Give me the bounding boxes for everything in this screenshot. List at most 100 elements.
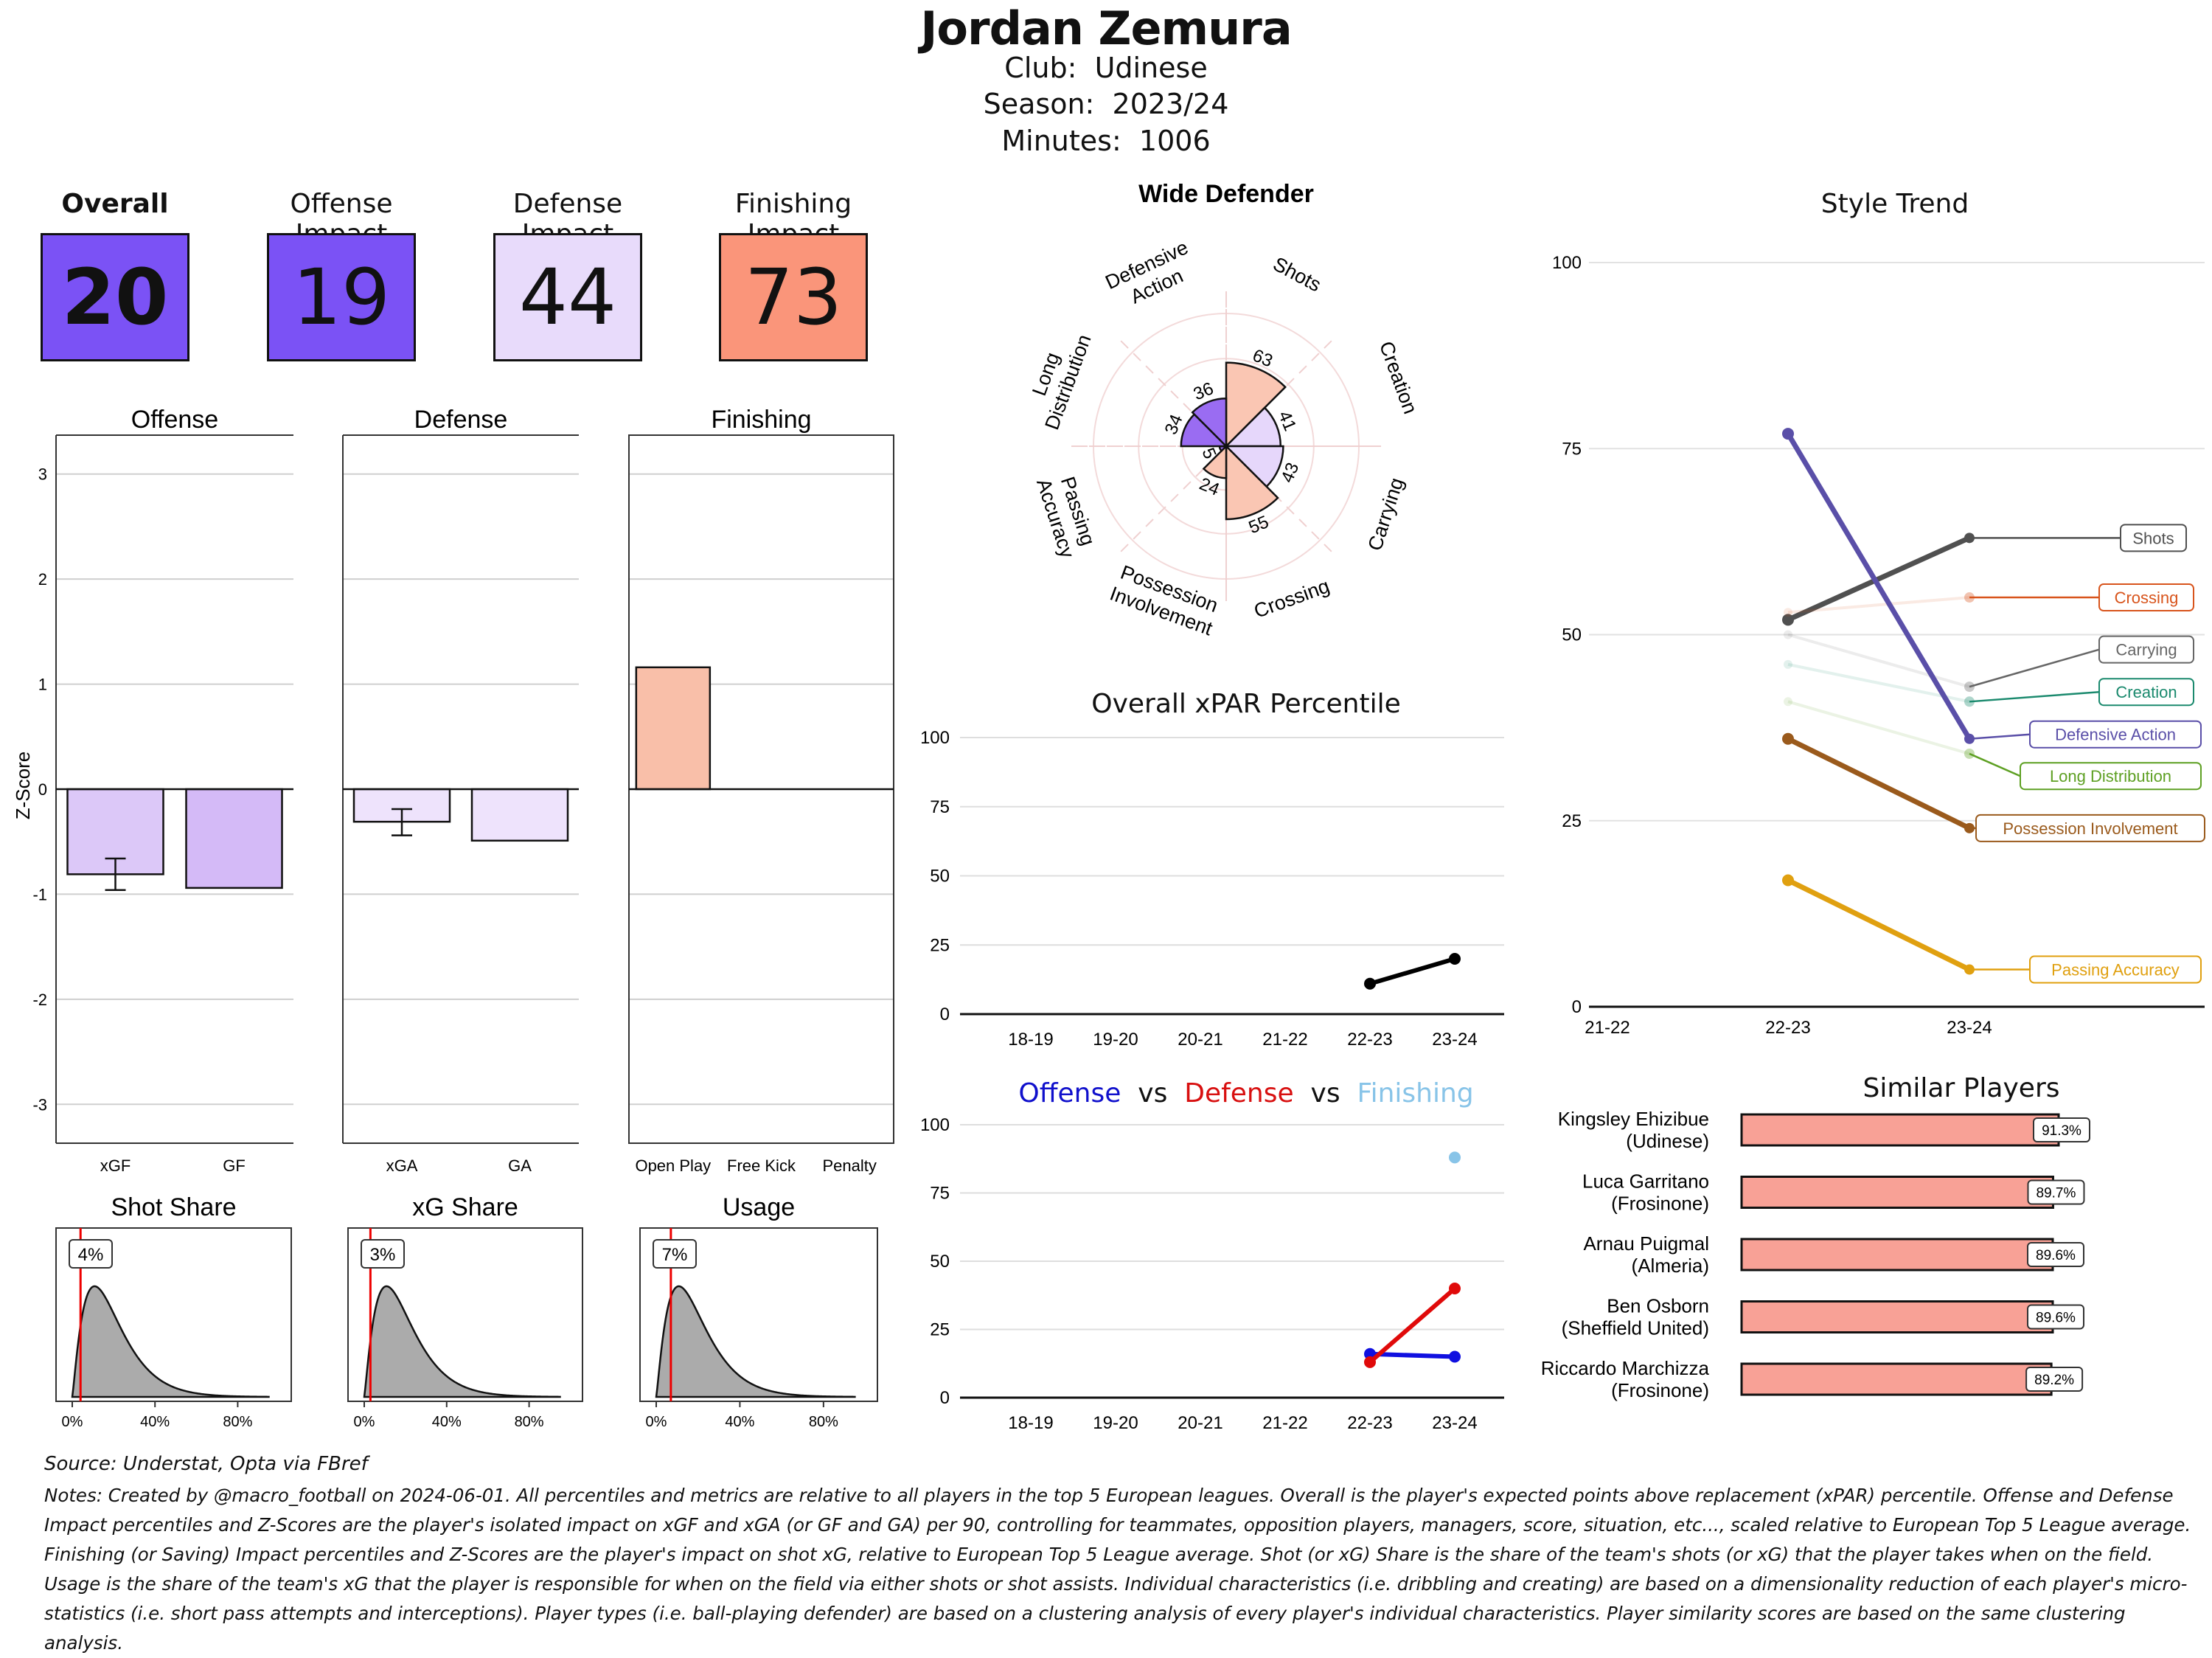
- series-point: [1449, 953, 1461, 965]
- share-panel-title: Usage: [723, 1193, 795, 1221]
- style-line: [1787, 535, 1971, 622]
- style-label: Passing Accuracy: [2051, 961, 2180, 979]
- xtick: 21-22: [1262, 1030, 1307, 1047]
- similar-player-name: Luca Garritano (Frosinone): [1582, 1170, 1709, 1215]
- style-point: [1784, 608, 1792, 617]
- style-label-box: [2098, 635, 2194, 664]
- style-label-box: [2098, 678, 2194, 707]
- share-density: [71, 1285, 270, 1398]
- style-label: Carrying: [2115, 641, 2177, 659]
- radar-wedge: [1225, 361, 1287, 449]
- similar-player-line: Riccardo Marchizza: [1541, 1357, 1710, 1379]
- xpar-chart: 0 25 50 75 100 18-19 19-20 20-21 21-22 22-23 23-24: [922, 728, 1504, 1047]
- share-xtick: 40%: [725, 1414, 754, 1430]
- zscore-yaxis: -3 -2 -1 0 1 2 3: [32, 465, 47, 1114]
- radar-wedge: [1191, 397, 1228, 449]
- similar-player-club: (Sheffield United): [1562, 1317, 1709, 1339]
- xtick: 21-22: [1585, 1018, 1630, 1038]
- radar-category-word: Creation: [1375, 339, 1422, 417]
- xtick: 23-24: [1432, 1030, 1477, 1047]
- zscore-panel-defense: Defense xGA GA: [342, 406, 579, 1175]
- similar-bar: [1740, 1113, 2060, 1147]
- radar-wedge: [1225, 443, 1279, 521]
- style-point: [1964, 748, 1975, 759]
- radar-chart: Wide Defender 63Shots41Creation43Carryin…: [1028, 180, 1422, 640]
- similar-player-line: Luca Garritano: [1582, 1170, 1709, 1193]
- minutes-label: Minutes:: [1001, 125, 1121, 157]
- minutes-value: 1006: [1138, 125, 1211, 157]
- ytick: 100: [922, 1115, 950, 1135]
- ytick: 75: [1562, 439, 1582, 459]
- similar-player-line: Kingsley Ehizibue: [1558, 1108, 1709, 1130]
- style-label-box: [2029, 955, 2202, 984]
- zscore-ytick: -1: [32, 885, 47, 903]
- zscore-xtick: xGF: [100, 1156, 131, 1175]
- series-point: [1364, 977, 1376, 990]
- ytick: 25: [930, 935, 950, 955]
- share-panel-title: Shot Share: [111, 1193, 236, 1221]
- zscore-xtick: xGA: [386, 1156, 418, 1175]
- zscore-xtick: GA: [508, 1156, 532, 1175]
- zscore-panel-title: Offense: [131, 406, 218, 434]
- zscore-xtick: GF: [223, 1156, 246, 1175]
- similar-player-line: Arnau Puigmal: [1583, 1232, 1709, 1255]
- radar-category: DefensiveAction: [1102, 236, 1202, 315]
- style-chart: 0 25 50 75 100 21-22 22-23 23-24 Shots Crossing Ca…: [1552, 253, 2205, 1038]
- share-label-box: [361, 1239, 405, 1269]
- share-label-box: [69, 1239, 113, 1269]
- ovdf-body: 0 25 50 75 100 18-19 19-20 20-21 21-22 22-23 23-24: [922, 1115, 1504, 1433]
- zscore-bar: [635, 666, 712, 791]
- ytick: 75: [930, 797, 950, 817]
- zscore-ytick: 1: [38, 676, 47, 694]
- radar-body: 63Shots41Creation43Carrying55Crossing24P…: [1028, 236, 1422, 639]
- club-line: Club: Udinese: [0, 52, 2212, 84]
- xtick: 20-21: [1178, 1030, 1222, 1047]
- style-line: [1787, 633, 1970, 689]
- zscore-ylabel: Z-Score: [12, 752, 34, 819]
- radar-category: PassingAccuracy: [1032, 468, 1101, 561]
- club-label: Club:: [1004, 52, 1077, 84]
- radar-category: Carrying: [1363, 475, 1408, 553]
- radar-category: Shots: [1270, 253, 1325, 296]
- similar-player-name: Kingsley Ehizibue (Udinese): [1558, 1108, 1709, 1152]
- zscore-ytick: -3: [32, 1095, 47, 1114]
- similar-value: 91.3%: [2042, 1123, 2081, 1139]
- style-line: [1787, 736, 1971, 830]
- style-connector: [1969, 648, 2100, 688]
- similar-label-box: [2026, 1304, 2084, 1330]
- share-xtick: 0%: [646, 1414, 667, 1430]
- similar-label-box: [2026, 1242, 2084, 1267]
- zscore-xtick: Free Kick: [727, 1156, 796, 1175]
- xtick: 19-20: [1093, 1030, 1138, 1047]
- similar-value: 89.2%: [2034, 1373, 2074, 1388]
- share-xtick: 40%: [140, 1414, 170, 1430]
- xtick: 23-24: [1432, 1413, 1477, 1433]
- style-line: [1787, 596, 1970, 614]
- style-label-box: [2098, 583, 2194, 612]
- share-xtick: 0%: [62, 1414, 83, 1430]
- kpi-offense-value: 19: [267, 233, 416, 361]
- radar-title: Wide Defender: [1138, 180, 1314, 208]
- xtick: 22-23: [1347, 1413, 1392, 1433]
- series-point: [1449, 1350, 1461, 1363]
- share-panel-1: xG Share 3% 0% 40% 80%: [347, 1193, 583, 1430]
- radar-category: Crossing: [1251, 575, 1332, 622]
- radar-category-word: Crossing: [1251, 575, 1332, 622]
- xpar-title: Overall xPAR Percentile: [1091, 689, 1401, 719]
- radar-category-word: Carrying: [1363, 475, 1408, 553]
- club-value: Udinese: [1094, 52, 1208, 84]
- series-line-0: [1369, 957, 1455, 986]
- style-label-box: [2020, 762, 2202, 791]
- similar-player-club: (Frosinone): [1611, 1193, 1709, 1215]
- similar-player-club: (Frosinone): [1611, 1379, 1709, 1401]
- kpi-overall-value: 20: [41, 233, 189, 361]
- style-label: Possession Involvement: [2003, 819, 2177, 838]
- style-label: Shots: [2132, 529, 2174, 547]
- xtick: 22-23: [1765, 1018, 1810, 1038]
- ytick: 25: [930, 1320, 950, 1340]
- style-label-box: [2120, 524, 2187, 552]
- ytick: 50: [1562, 625, 1582, 645]
- ovdf-title-vs-2: vs: [1310, 1078, 1340, 1109]
- similar-label-box: [2025, 1367, 2084, 1392]
